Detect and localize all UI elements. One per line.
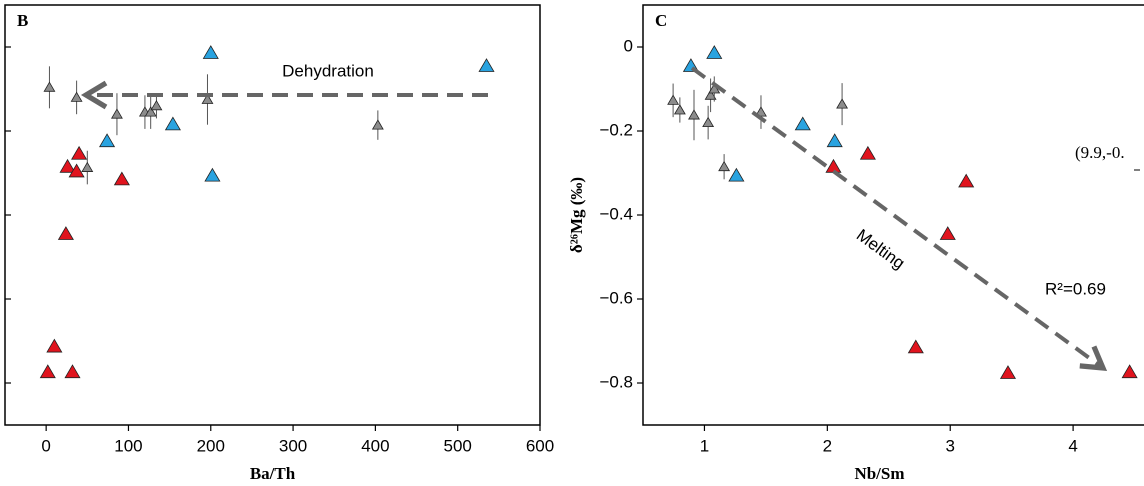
annotation: Melting	[853, 225, 909, 273]
triangle-point	[478, 58, 495, 72]
x-tick-label: 100	[114, 436, 142, 455]
melting-arrow	[690, 66, 1108, 371]
triangle-point	[728, 167, 745, 182]
triangle-point	[704, 89, 717, 100]
triangle-point	[688, 109, 700, 120]
triangle-point	[836, 98, 849, 109]
triangle-point	[57, 226, 74, 240]
triangle-point	[81, 161, 94, 172]
x-tick-label: 500	[444, 436, 472, 455]
plot-frame	[4, 4, 541, 426]
triangle-point	[164, 116, 181, 131]
x-tick-label: 3	[945, 436, 954, 455]
triangle-point	[1121, 364, 1138, 379]
triangle-point	[859, 145, 876, 160]
triangle-point	[667, 94, 680, 105]
triangle-point	[43, 81, 56, 92]
triangle-point	[64, 364, 81, 379]
triangle-point	[907, 339, 924, 354]
x-tick-label: 600	[526, 436, 554, 455]
y-axis-label: δ²⁶Mg (‰)	[567, 177, 586, 253]
y-tick-label: −0.8	[599, 372, 633, 391]
annotation: R²=0.69	[1045, 279, 1106, 298]
triangle-point	[68, 163, 85, 178]
x-tick-label: 1	[700, 436, 709, 455]
triangle-point	[150, 100, 163, 111]
triangle-point	[110, 108, 123, 119]
triangle-point	[958, 173, 975, 188]
panel-label: B	[17, 11, 28, 30]
triangle-point	[70, 91, 83, 102]
x-tick-label: 4	[1068, 436, 1077, 455]
triangle-point	[825, 158, 842, 173]
triangle-point	[39, 364, 56, 379]
triangle-point	[59, 158, 76, 173]
y-tick-label: −0.4	[599, 204, 633, 223]
x-tick-label: 400	[361, 436, 389, 455]
x-tick-label: 200	[197, 436, 225, 455]
x-axis-label: Nb/Sm	[854, 464, 904, 483]
y-tick-label: −0.2	[599, 120, 633, 139]
triangle-point	[46, 338, 63, 353]
annotation: (9.9,-0.	[1075, 143, 1125, 162]
triangle-point	[71, 145, 88, 160]
triangle-point	[204, 167, 221, 182]
triangle-point	[673, 104, 686, 115]
triangle-point	[144, 106, 157, 117]
triangle-point	[371, 119, 384, 130]
triangle-point	[202, 45, 219, 59]
plot-frame	[642, 4, 1144, 426]
triangle-point	[706, 45, 723, 59]
x-tick-label: 2	[823, 436, 832, 455]
triangle-point	[939, 226, 956, 240]
triangle-point	[999, 365, 1017, 379]
y-tick-label: −0.6	[599, 288, 633, 307]
x-axis-label: Ba/Th	[250, 464, 296, 483]
x-tick-label: 0	[41, 436, 50, 455]
triangle-point	[702, 116, 715, 127]
triangle-point	[826, 133, 843, 148]
triangle-point	[113, 171, 130, 186]
x-tick-label: 300	[279, 436, 307, 455]
triangle-point	[201, 93, 214, 104]
triangle-point	[718, 160, 731, 172]
triangle-point	[794, 116, 811, 131]
y-tick-label: 0	[624, 36, 633, 55]
triangle-point	[99, 133, 116, 148]
annotation: Dehydration	[282, 61, 374, 80]
panel-label: C	[655, 11, 667, 30]
